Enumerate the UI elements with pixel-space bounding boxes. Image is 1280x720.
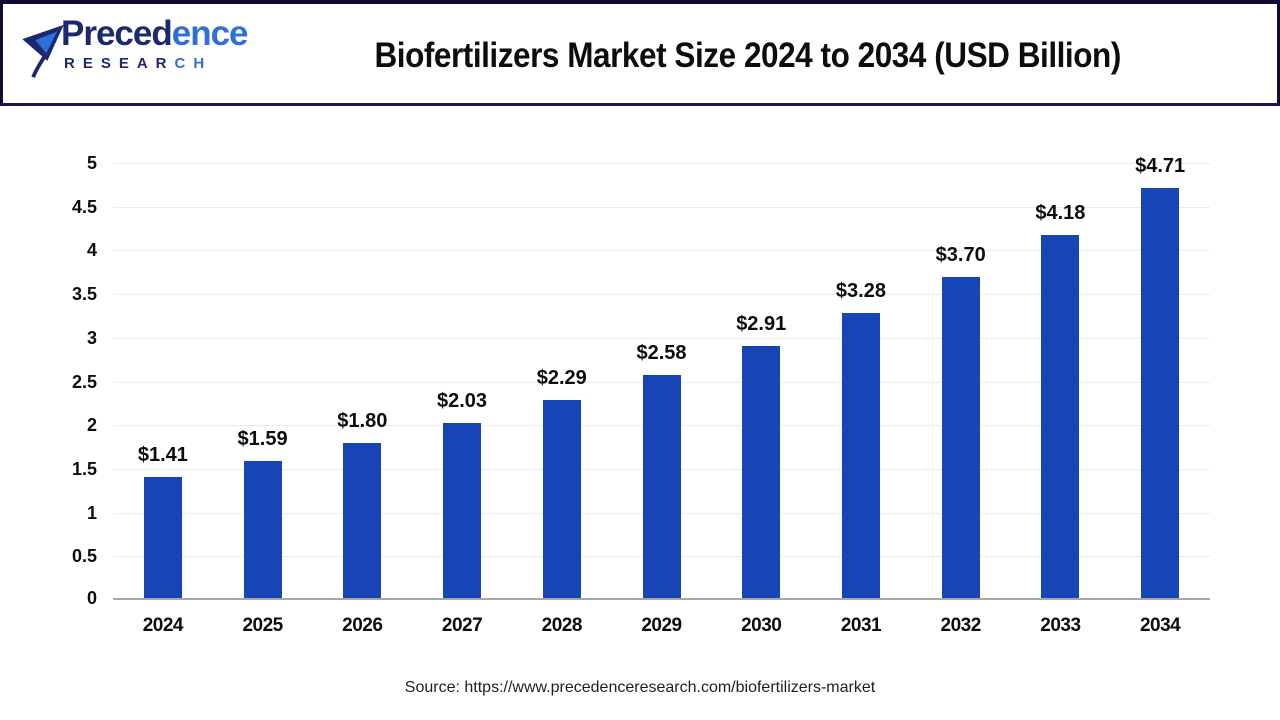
chart-title: Biofertilizers Market Size 2024 to 2034 … xyxy=(374,35,1121,75)
gridline xyxy=(113,338,1210,339)
x-axis: 2024 2025 2026 2027 2028 2029 2030 2031 2032 2033… xyxy=(113,615,1210,643)
logo-leaf-icon xyxy=(22,24,64,78)
logo-brand: Precedence xyxy=(61,14,249,53)
header: Precedence RESEARCH Biofertilizers Marke… xyxy=(0,0,1280,106)
bar-value-label: $1.59 xyxy=(237,428,288,450)
gridline xyxy=(113,250,1210,251)
bar-value-label: $2.58 xyxy=(636,342,687,364)
bar-2033 xyxy=(1041,235,1080,600)
bar-value-label: $2.29 xyxy=(536,367,587,389)
y-tick-label: 5 xyxy=(86,153,97,173)
bar-2025 xyxy=(243,461,282,600)
y-tick-label: 0.5 xyxy=(71,546,97,566)
y-axis: 0 0.5 1 1.5 2 2.5 3 3.5 4 4.5 5 xyxy=(0,153,97,608)
logo-subtitle-primary: RESEAR xyxy=(64,55,175,72)
x-tick-label: 2029 xyxy=(641,615,682,636)
x-axis-baseline xyxy=(113,598,1210,600)
bar-2031 xyxy=(841,313,880,600)
bar-value-label: $2.03 xyxy=(437,390,488,412)
x-tick-label: 2032 xyxy=(940,615,982,636)
x-tick-label: 2031 xyxy=(840,615,882,636)
plot-area: $1.41 $1.59 $1.80 $2.03 $2.29 $2.58 $2.91 $3.28… xyxy=(113,155,1210,600)
x-tick-label: 2024 xyxy=(142,615,184,636)
bar-value-label: $4.71 xyxy=(1135,155,1186,177)
bar-value-label: $2.91 xyxy=(736,313,787,335)
logo-brand-secondary: ence xyxy=(171,14,249,53)
bar-2030 xyxy=(742,346,781,600)
bar-2024 xyxy=(143,477,182,600)
bar-value-label: $1.80 xyxy=(337,410,388,432)
bar-2034 xyxy=(1141,188,1180,600)
y-tick-label: 0 xyxy=(86,588,97,608)
gridline xyxy=(113,294,1210,295)
bar-2029 xyxy=(642,375,681,600)
logo-brand-primary: Preced xyxy=(61,14,173,53)
logo: Precedence RESEARCH xyxy=(19,14,249,96)
x-tick-label: 2034 xyxy=(1139,615,1181,636)
y-tick-label: 4.5 xyxy=(71,197,97,217)
bar-2028 xyxy=(542,400,581,600)
logo-text: Precedence RESEARCH xyxy=(61,14,249,73)
bar-2027 xyxy=(443,423,482,600)
y-tick-label: 2 xyxy=(86,415,97,435)
x-tick-label: 2025 xyxy=(242,615,283,636)
y-tick-label: 3 xyxy=(86,328,97,348)
gridline xyxy=(113,207,1210,208)
bar-value-label: $4.18 xyxy=(1035,202,1086,224)
logo-subtitle: RESEARCH xyxy=(61,55,248,72)
source-text: Source: https://www.precedenceresearch.c… xyxy=(404,679,876,696)
y-tick-label: 1.5 xyxy=(71,459,97,479)
x-tick-label: 2030 xyxy=(741,615,782,636)
bar-value-label: $3.28 xyxy=(835,280,886,302)
bar-value-label: $1.41 xyxy=(137,444,188,466)
x-tick-label: 2028 xyxy=(541,615,583,636)
x-tick-label: 2026 xyxy=(342,615,383,636)
bar-2026 xyxy=(343,443,382,600)
y-tick-label: 4 xyxy=(86,240,97,260)
x-tick-label: 2033 xyxy=(1040,615,1081,636)
gridline xyxy=(113,163,1210,164)
bar-2032 xyxy=(941,277,980,600)
y-tick-label: 2.5 xyxy=(71,372,97,392)
title-area: Biofertilizers Market Size 2024 to 2034 … xyxy=(228,4,1267,107)
y-tick-label: 3.5 xyxy=(71,284,97,304)
x-tick-label: 2027 xyxy=(441,615,483,636)
y-tick-label: 1 xyxy=(86,503,97,523)
bar-value-label: $3.70 xyxy=(935,244,986,266)
logo-subtitle-secondary: CH xyxy=(174,55,213,72)
